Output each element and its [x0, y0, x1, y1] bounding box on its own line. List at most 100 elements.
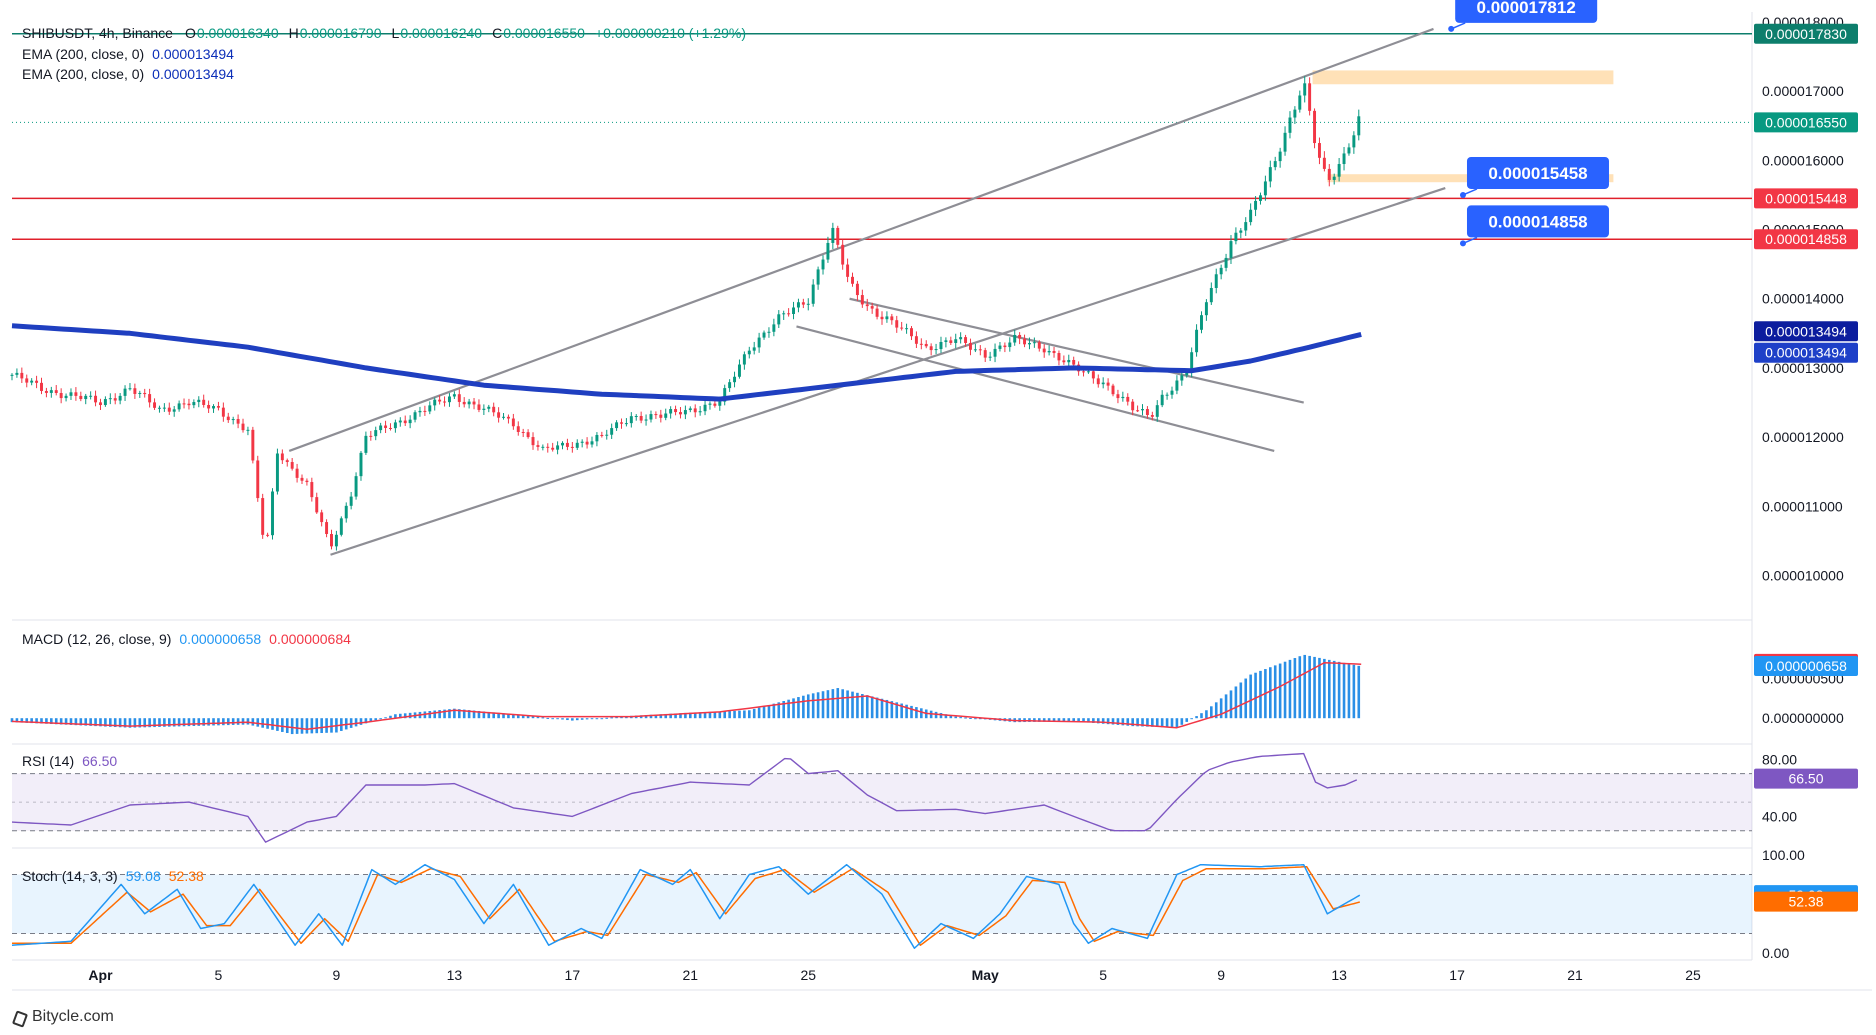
macd-histogram-bar	[531, 716, 535, 719]
price-axis-badge-label: 0.000015448	[1765, 190, 1847, 206]
trendline-falling-wedge-lower[interactable]	[796, 325, 1275, 453]
candle	[1131, 401, 1135, 411]
candle	[944, 340, 948, 342]
candle	[143, 392, 147, 395]
macd-histogram-bar	[693, 712, 697, 719]
macd-signal-value: 0.000000684	[269, 631, 351, 647]
candle	[1327, 168, 1331, 180]
macd-histogram-bar	[880, 698, 884, 719]
macd-histogram-bar	[1087, 718, 1090, 723]
macd-histogram-bar	[969, 718, 972, 720]
candle	[1337, 164, 1341, 177]
candle	[393, 422, 397, 429]
candle	[69, 392, 73, 396]
macd-histogram-bar	[163, 718, 166, 727]
macd-histogram-bar	[266, 718, 269, 729]
stoch-k-line	[11, 863, 1361, 949]
macd-histogram-bar	[177, 718, 181, 727]
macd-histogram-bar	[772, 703, 776, 719]
macd-histogram-bar	[865, 695, 869, 719]
macd-histogram-bar	[1165, 718, 1169, 728]
macd-histogram-bar	[89, 718, 92, 726]
callout-box[interactable]	[1466, 205, 1609, 238]
macd-histogram-bar	[1327, 659, 1331, 719]
macd-histogram-bar	[364, 718, 368, 724]
candle	[624, 423, 628, 425]
candle	[1283, 132, 1287, 152]
macd-histogram-bar	[708, 711, 712, 719]
macd-histogram-bar	[566, 718, 569, 721]
macd-histogram-bar	[718, 711, 722, 719]
macd-histogram-bar	[1037, 718, 1041, 722]
price-axis-badge	[1754, 112, 1858, 133]
trendline-upper-channel[interactable]	[288, 27, 1434, 452]
candle	[1062, 360, 1066, 363]
candle	[654, 414, 658, 416]
macd-histogram-bar	[516, 714, 520, 719]
candle	[595, 434, 599, 442]
candle	[305, 480, 309, 483]
macd-histogram-bar	[1151, 718, 1154, 727]
time-tick-label: 25	[800, 967, 816, 983]
candle	[1317, 143, 1321, 158]
macd-histogram-bar	[477, 710, 481, 719]
macd-histogram-bar	[944, 714, 948, 719]
trendline-falling-wedge-upper[interactable]	[849, 297, 1304, 404]
candle	[1249, 209, 1253, 223]
candle	[275, 453, 279, 492]
candle	[570, 446, 574, 448]
macd-histogram-bar	[212, 718, 215, 726]
price-axis-badge-label: 0.000017830	[1765, 26, 1847, 42]
candle	[846, 264, 850, 277]
macd-histogram-bar	[811, 693, 815, 719]
candle	[531, 437, 535, 446]
candle	[841, 244, 845, 265]
candle	[1165, 394, 1169, 396]
macd-histogram-bar	[1205, 710, 1208, 719]
macd-histogram-bar	[487, 711, 491, 719]
candle	[910, 328, 913, 337]
price-tick-label: 0.000014000	[1762, 291, 1844, 307]
candle	[792, 307, 795, 314]
rsi-axis-badge	[1754, 768, 1858, 789]
candle	[826, 242, 830, 260]
macd-histogram-bar	[644, 715, 648, 719]
macd-histogram-bar	[851, 691, 854, 719]
price-tick-label: 0.000016000	[1762, 152, 1844, 168]
candle	[364, 435, 368, 453]
stoch-axis-badge-label: 52.38	[1788, 894, 1823, 910]
macd-histogram-bar	[1146, 718, 1149, 727]
macd-histogram-bar	[1121, 718, 1125, 726]
macd-histogram-bar	[128, 718, 132, 728]
macd-histogram-bar	[472, 710, 476, 719]
candle	[679, 412, 682, 415]
ema-indicator-value: 0.000013494	[152, 46, 234, 62]
macd-histogram-bar	[762, 706, 766, 719]
macd-histogram-bar	[841, 689, 844, 719]
macd-histogram-bar	[1229, 690, 1233, 719]
candle	[1047, 350, 1051, 353]
macd-histogram-bar	[698, 712, 702, 719]
macd-histogram-bar	[84, 718, 88, 726]
trendline-lower-channel[interactable]	[330, 187, 1446, 556]
macd-histogram-bar	[605, 717, 609, 719]
macd-histogram-bar	[669, 713, 672, 719]
macd-histogram-bar	[654, 714, 658, 719]
macd-histogram-bar	[1224, 694, 1228, 719]
macd-histogram-bar	[1160, 718, 1164, 728]
candle	[315, 497, 319, 513]
callout-box[interactable]	[1455, 0, 1598, 23]
candle	[212, 406, 215, 409]
candle	[585, 441, 589, 445]
candle	[1023, 338, 1027, 345]
candle	[497, 412, 501, 418]
callout-box[interactable]	[1466, 156, 1609, 189]
macd-histogram-bar	[1101, 718, 1105, 724]
candle	[113, 398, 117, 401]
candle	[708, 403, 712, 405]
candle	[74, 392, 78, 396]
candle	[1013, 334, 1017, 343]
macd-histogram-bar	[595, 718, 599, 720]
candle	[138, 392, 142, 394]
